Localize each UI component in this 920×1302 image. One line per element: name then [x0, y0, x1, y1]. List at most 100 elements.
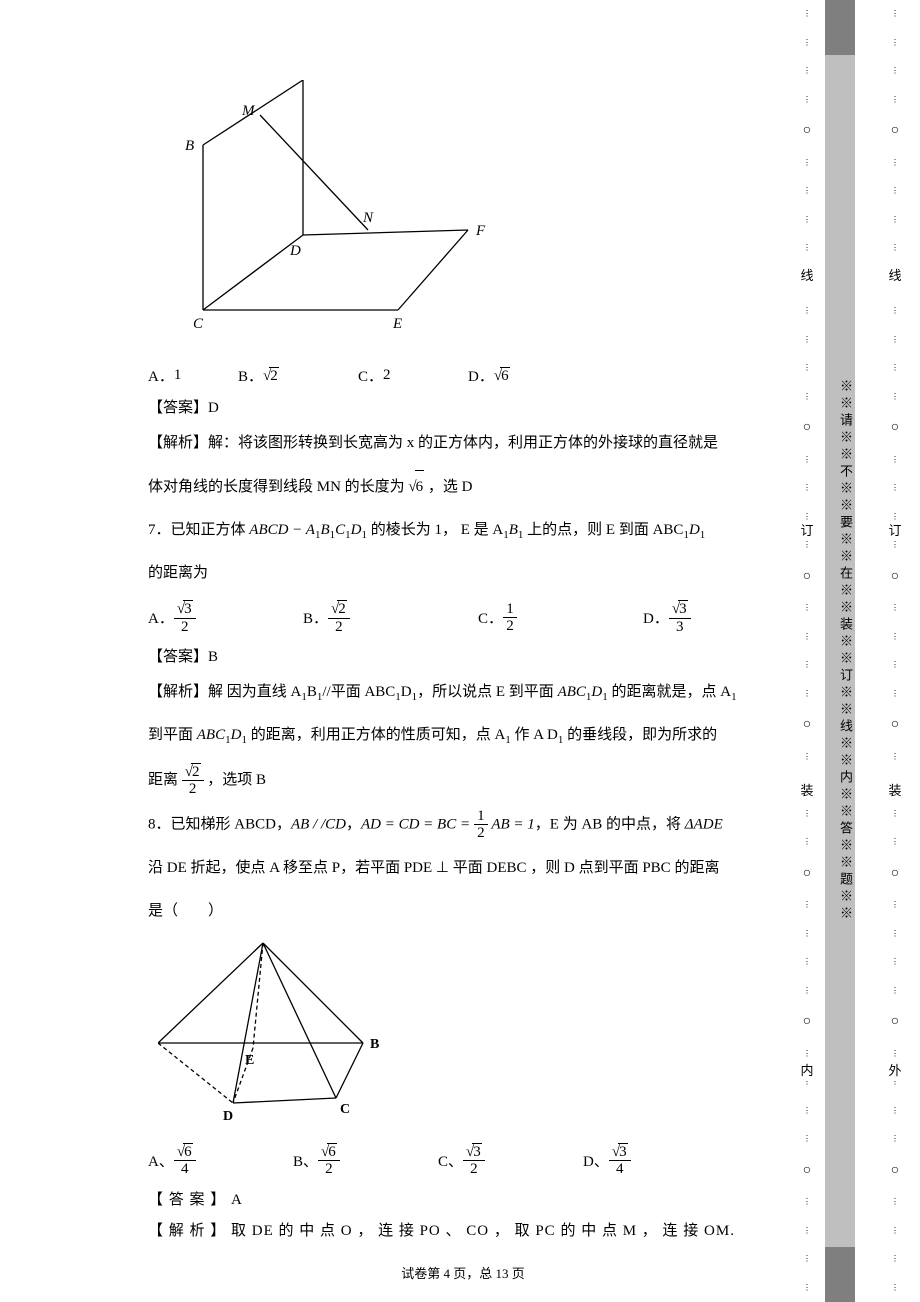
gutter-dots-inner: ⋮⋮⋮⋮○⋮⋮⋮⋮○⋮⋮⋮⋮○⋮⋮⋮⋮○⋮⋮⋮⋮○⋮⋮⋮⋮○⋮⋮⋮⋮○⋮⋮⋮⋮○… [800, 0, 814, 1302]
q8-opt-D-prefix: D、 [583, 1150, 609, 1171]
q8-opt-C-num: 3 [472, 1143, 482, 1161]
q7-opt-A-prefix: A． [148, 607, 174, 628]
q7-opt-B-num: 2 [337, 600, 347, 618]
fraction: 32 [174, 600, 196, 635]
q7-an-1b: B [307, 684, 317, 700]
fig2-label-B: B [370, 1037, 379, 1052]
gutter-circle-icon: ○ [803, 570, 811, 584]
gutter-dot: ⋮ [891, 336, 899, 344]
gutter-dot: ⋮ [891, 1050, 899, 1058]
q8-options: A、64 B、62 C、32 D、34 [148, 1143, 778, 1178]
q7-analysis-2: 到平面 ABC1D1 的距离，利用正方体的性质可知，点 A1 作 A D1 的垂… [148, 719, 778, 752]
gutter-dot: ⋮ [803, 1078, 811, 1086]
gutter-dot: ⋮ [803, 216, 811, 224]
gutter-binding-label: 装 [800, 780, 814, 799]
q6-analysis-2: 体对角线的长度得到线段 MN 的长度为 6 ，选 D [148, 470, 778, 504]
q8-opt-B-den: 2 [322, 1161, 336, 1178]
gutter-dot: ⋮ [803, 187, 811, 195]
gutter-dot: ⋮ [803, 307, 811, 315]
q6-analysis-1: 【解析】解：将该图形转换到长宽高为 x 的正方体内，利用正方体的外接球的直径就是 [148, 427, 778, 460]
sqrt-icon: 2 [263, 367, 279, 385]
fraction: 12 [503, 601, 517, 635]
q7-text-a: 已知正方体 [171, 522, 250, 538]
gutter-dot: ⋮ [803, 39, 811, 47]
gutter-dot: ⋮ [803, 958, 811, 966]
figure-1: A M B D N F C E [168, 80, 778, 335]
gutter-dot: ⋮ [891, 456, 899, 464]
gutter-circle-icon: ○ [891, 718, 899, 732]
gutter-dot: ⋮ [803, 1050, 811, 1058]
q8-opt-B-num: 6 [327, 1143, 337, 1161]
q7-opt-D-prefix: D． [643, 607, 669, 628]
sqrt-icon: 3 [672, 600, 688, 618]
q8-opt-A-prefix: A、 [148, 1150, 174, 1171]
gutter-dot: ⋮ [803, 1227, 811, 1235]
gutter-dot: ⋮ [803, 987, 811, 995]
gutter-dot: ⋮ [891, 661, 899, 669]
gutter-dot: ⋮ [891, 10, 899, 18]
q7-text-b: 的棱长为 1， E 是 A [367, 522, 503, 538]
q7-an-sub7: 1 [731, 691, 737, 703]
gutter-circle-icon: ○ [891, 867, 899, 881]
q6-opt-C-prefix: C． [358, 365, 383, 386]
fig2-label-E: E [245, 1053, 254, 1068]
gutter-circle-icon: ○ [803, 718, 811, 732]
q7-an-1g: D [591, 684, 602, 700]
fig1-label-D: D [289, 243, 301, 259]
gutter-dot: ⋮ [803, 838, 811, 846]
footer-c: 页 [509, 1266, 525, 1281]
fraction: 34 [609, 1143, 631, 1178]
q8-opt-D-den: 4 [613, 1161, 627, 1178]
gutter-dot: ⋮ [803, 1135, 811, 1143]
q8-num: 8． [148, 816, 171, 832]
gutter-dot: ⋮ [803, 1255, 811, 1263]
gutter-dot: ⋮ [803, 541, 811, 549]
gutter-dot: ⋮ [891, 307, 899, 315]
q8-text-e: AB = 1 [488, 816, 535, 832]
fraction: 62 [318, 1143, 340, 1178]
gutter-circle-icon: ○ [891, 124, 899, 138]
gutter-circle-icon: ○ [803, 124, 811, 138]
q6-opt-D-prefix: D． [468, 365, 494, 386]
fig2-label-D: D [223, 1109, 233, 1123]
q8-opt-D-num: 3 [618, 1143, 628, 1161]
q7-opt-B-prefix: B． [303, 607, 328, 628]
q7-an-3-num: 2 [191, 763, 201, 781]
footer-a: 试卷第 [401, 1266, 443, 1281]
gutter-binding-label: 内 [800, 1060, 814, 1079]
q6-opt-B-val: 2 [269, 367, 279, 385]
gutter-dot: ⋮ [891, 364, 899, 372]
q7-an-3b: ，选项 B [207, 772, 266, 788]
q8-text-f: ，E 为 AB 的中点，将 [535, 816, 685, 832]
gutter-dot: ⋮ [803, 159, 811, 167]
gutter-dot: ⋮ [891, 393, 899, 401]
gutter-dot: ⋮ [891, 1284, 899, 1292]
gutter-dot: ⋮ [803, 690, 811, 698]
gutter-circle-icon: ○ [891, 1015, 899, 1029]
gutter-dot: ⋮ [891, 1227, 899, 1235]
gutter-dot: ⋮ [891, 633, 899, 641]
q8-opt-A-den: 4 [178, 1161, 192, 1178]
q7-an-3a: 距离 [148, 772, 178, 788]
fraction: 12 [474, 808, 488, 842]
q7-an-1c: //平面 ABC [322, 684, 395, 700]
gutter-dot: ⋮ [803, 364, 811, 372]
q7-cube: ABCD − A [249, 522, 315, 538]
q7-an-1e: ，所以说点 E 到平面 [417, 684, 557, 700]
gutter-dot: ⋮ [803, 810, 811, 818]
q8-text-c: ， [346, 816, 361, 832]
q6-opt-A-prefix: A． [148, 365, 174, 386]
q7-an-2e: 作 A D [511, 727, 558, 743]
q7-an-2a: 到平面 [148, 727, 197, 743]
q8-opt-C-prefix: C、 [438, 1150, 463, 1171]
gutter-dot: ⋮ [891, 838, 899, 846]
q7-an-1d: D [401, 684, 412, 700]
q6-options: A．1 B．2 C．2 D．6 [148, 365, 778, 386]
q6-analysis-sqrt: 6 [415, 470, 425, 504]
q6-analysis-2a: 体对角线的长度得到线段 MN 的长度为 [148, 479, 405, 495]
gutter-circle-icon: ○ [891, 421, 899, 435]
q8-line2b: 是（ ） [148, 895, 778, 928]
q7-opt-D-den: 3 [673, 619, 687, 636]
gutter-circle-icon: ○ [891, 570, 899, 584]
sqrt-icon: 6 [408, 470, 424, 504]
